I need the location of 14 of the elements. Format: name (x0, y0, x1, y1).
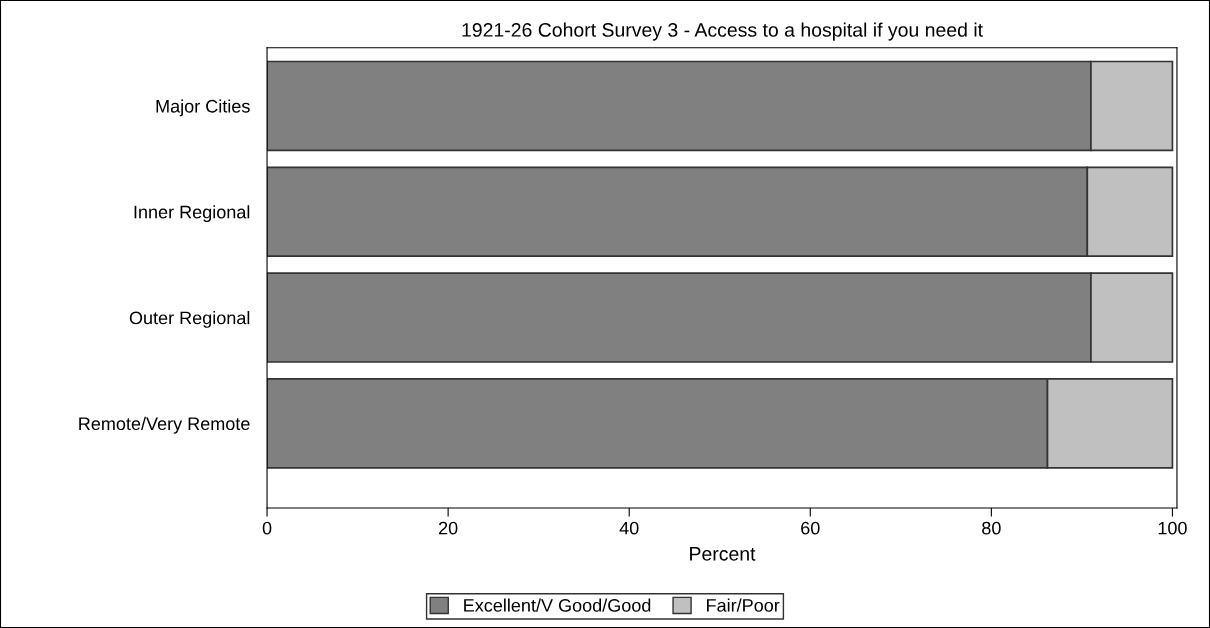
x-tick-label: 60 (801, 521, 820, 535)
x-tick-label: 40 (619, 521, 639, 535)
x-tick-label: 100 (1158, 521, 1187, 535)
x-axis-title: Percent (690, 547, 756, 561)
y-tick-label: Major Cities (156, 99, 250, 117)
y-tick-label: Outer Regional (129, 311, 250, 328)
y-tick-label: Inner Regional (134, 205, 250, 223)
x-tick-label: 20 (438, 521, 458, 535)
y-tick-label: Remote/Very Remote (79, 416, 250, 434)
legend-label: Excellent/V Good/Good (464, 598, 651, 612)
x-tick-label: 80 (982, 521, 1001, 535)
x-tick-label: 0 (262, 521, 272, 535)
chart-title: 1921-26 Cohort Survey 3 - Access to a hospital if you need it (462, 22, 983, 41)
legend-label: Fair/Poor (707, 598, 780, 612)
